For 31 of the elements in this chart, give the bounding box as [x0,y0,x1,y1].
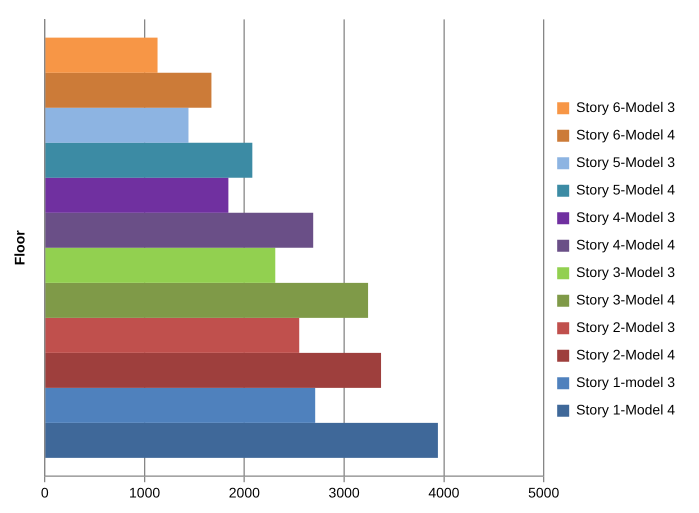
legend-label: Story 1-model 3 [576,374,676,390]
x-tick-label: 1000 [129,484,160,500]
legend-label: Story 4-Model 3 [576,209,676,226]
legend-label: Story 2-Model 3 [576,319,676,336]
legend-label: Story 6-Model 3 [576,99,676,116]
bar [45,142,252,178]
legend-label: Story 3-Model 3 [576,264,676,280]
legend-label: Story 2-Model 4 [576,346,676,363]
legend-label: Story 6-Model 4 [576,126,676,143]
bar [45,108,188,143]
bar [45,318,300,353]
bar [45,248,276,283]
x-tick-label: 4000 [428,484,460,500]
legend-label: Story 1-Model 4 [576,402,676,418]
legend-label: Story 5-Model 3 [576,154,676,170]
bar [45,388,316,423]
bar [45,72,212,108]
bar [45,38,158,73]
bar [45,178,228,213]
bar [45,352,382,388]
legend-label: Story 3-Model 4 [576,292,676,308]
x-tick-label: 0 [40,484,49,500]
bar [45,422,438,458]
x-tick-label: 5000 [528,484,560,500]
bar [45,282,368,318]
x-tick-label: 2000 [228,484,260,500]
legend-label: Story 4-Model 4 [576,236,676,253]
y-axis-title: Floor [11,230,28,266]
bar [45,212,314,248]
legend-label: Story 5-Model 4 [576,182,676,198]
x-tick-label: 3000 [328,484,360,500]
